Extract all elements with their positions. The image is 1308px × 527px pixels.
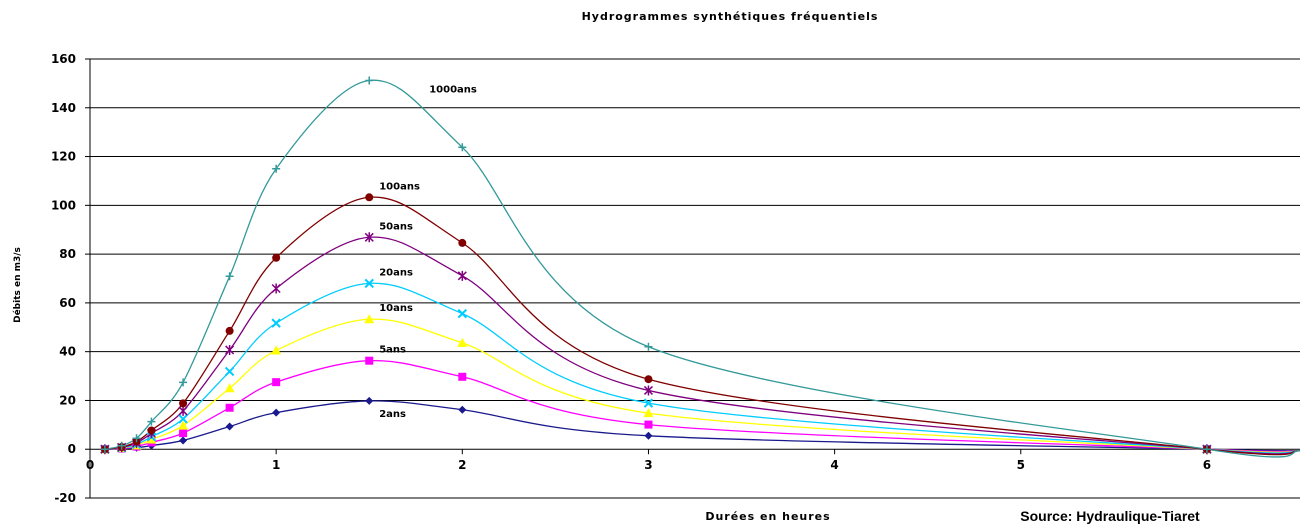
data-point <box>458 372 467 381</box>
x-axis-label: Durées en heures <box>705 510 830 523</box>
data-point <box>365 76 374 85</box>
data-point <box>643 385 653 396</box>
data-point <box>1202 445 1211 454</box>
series-markers <box>99 76 1212 455</box>
data-point <box>271 345 282 355</box>
data-point <box>271 283 281 294</box>
data-point <box>644 375 653 384</box>
data-point <box>272 378 281 387</box>
y-tick-label: 160 <box>51 52 76 66</box>
data-point <box>225 272 234 281</box>
data-point <box>147 426 156 435</box>
data-point <box>271 318 281 328</box>
data-point <box>225 422 234 431</box>
data-point <box>364 314 375 324</box>
y-tick-label: 60 <box>59 296 76 310</box>
data-point <box>365 356 374 365</box>
x-tick-label: 6 <box>1203 458 1211 472</box>
data-point <box>457 337 468 347</box>
series-label-2ans: 2ans <box>379 409 406 420</box>
data-point <box>457 308 468 319</box>
data-point <box>643 408 654 418</box>
data-point <box>132 434 141 443</box>
y-tick-label: 40 <box>59 345 76 359</box>
data-point <box>225 344 235 355</box>
series-line-1000ans <box>104 79 1301 458</box>
data-point <box>365 396 374 405</box>
y-tick-label: 20 <box>59 393 76 407</box>
series-line-10ans <box>104 318 1301 453</box>
data-point <box>225 326 234 335</box>
data-point <box>117 441 126 450</box>
data-point <box>100 445 109 454</box>
axes: -20 0 20 40 60 80 100 120 140 160 0 1 2 3 4 5 6 <box>51 52 1211 505</box>
x-tick-label: 3 <box>644 458 652 472</box>
series-label-10ans: 10ans <box>379 303 413 314</box>
data-point <box>272 408 281 417</box>
x-tick-label: 5 <box>1017 458 1025 472</box>
data-point <box>178 405 188 416</box>
data-point <box>179 429 188 438</box>
data-point <box>364 278 374 289</box>
data-point <box>179 378 188 387</box>
y-tick-label: 100 <box>51 198 76 212</box>
data-point <box>458 238 467 247</box>
data-point <box>224 383 235 393</box>
source-note: Source: Hydraulique-Tiaret <box>1020 508 1200 524</box>
data-point <box>147 417 156 426</box>
data-point <box>458 405 467 414</box>
data-point <box>458 143 467 152</box>
data-point <box>457 270 467 281</box>
data-point <box>644 342 653 351</box>
series-line-20ans <box>104 282 1301 454</box>
series-label-50ans: 50ans <box>379 221 413 232</box>
data-point <box>179 436 188 445</box>
chart-title: Hydrogrammes synthétiques fréquentiels <box>582 10 879 23</box>
y-tick-label: 80 <box>59 247 76 261</box>
series-label-20ans: 20ans <box>379 267 413 278</box>
x-tick-label: 4 <box>830 458 838 472</box>
x-tick-label: 2 <box>458 458 466 472</box>
x-tick-label: 1 <box>272 458 280 472</box>
series-line-100ans <box>104 196 1301 456</box>
data-point <box>178 420 189 430</box>
gridlines <box>90 58 1300 499</box>
y-tick-label: 120 <box>51 150 76 164</box>
series-label-100ans: 100ans <box>379 181 420 192</box>
data-point <box>178 414 188 424</box>
data-point <box>644 420 653 429</box>
data-point <box>146 434 157 444</box>
x-tick-label: 0 <box>86 458 94 472</box>
series-labels: 2ans 5ans 10ans 20ans 50ans 100ans 1000ans <box>379 84 477 419</box>
data-point <box>364 232 374 243</box>
data-point <box>224 366 235 377</box>
data-point <box>225 403 234 412</box>
y-tick-label: 0 <box>68 442 76 456</box>
data-point <box>179 399 188 408</box>
series-label-1000ans: 1000ans <box>429 84 477 95</box>
y-axis-label: Débits en m3/s <box>12 247 23 323</box>
data-point <box>365 193 374 202</box>
series-label-5ans: 5ans <box>379 345 406 356</box>
y-tick-label: -20 <box>54 491 76 505</box>
data-point <box>644 431 653 440</box>
series-line-50ans <box>104 236 1301 455</box>
data-point <box>643 398 654 408</box>
data-point <box>272 164 281 173</box>
y-tick-label: 140 <box>51 101 76 115</box>
data-point <box>272 253 281 262</box>
